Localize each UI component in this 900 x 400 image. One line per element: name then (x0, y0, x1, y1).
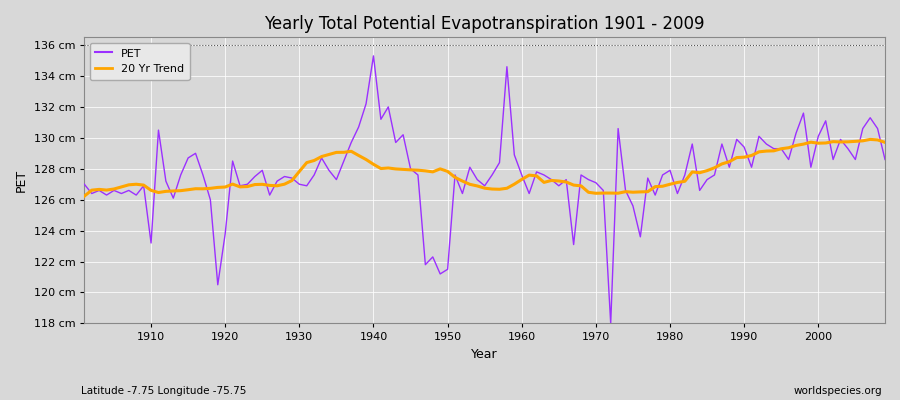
20 Yr Trend (517, 177, 527, 182)
PET (879, 157, 890, 162)
Title: Yearly Total Potential Evapotranspiration 1901 - 2009: Yearly Total Potential Evapotranspiratio… (265, 15, 705, 33)
20 Yr Trend (879, 140, 890, 145)
X-axis label: Year: Year (472, 348, 498, 361)
20 Yr Trend (302, 160, 312, 165)
20 Yr Trend (79, 194, 90, 198)
PET (346, 140, 356, 145)
Y-axis label: PET: PET (15, 169, 28, 192)
PET (606, 321, 616, 326)
PET (139, 183, 149, 188)
Legend: PET, 20 Yr Trend: PET, 20 Yr Trend (90, 43, 190, 80)
20 Yr Trend (865, 137, 876, 142)
20 Yr Trend (606, 191, 616, 196)
Text: worldspecies.org: worldspecies.org (794, 386, 882, 396)
PET (302, 183, 312, 188)
PET (368, 54, 379, 58)
20 Yr Trend (139, 183, 149, 188)
20 Yr Trend (346, 149, 356, 154)
PET (524, 191, 535, 196)
Line: 20 Yr Trend: 20 Yr Trend (85, 139, 885, 196)
PET (517, 172, 527, 177)
Text: Latitude -7.75 Longitude -75.75: Latitude -7.75 Longitude -75.75 (81, 386, 247, 396)
20 Yr Trend (508, 182, 519, 186)
Line: PET: PET (85, 56, 885, 324)
PET (79, 182, 90, 187)
PET (620, 188, 631, 193)
